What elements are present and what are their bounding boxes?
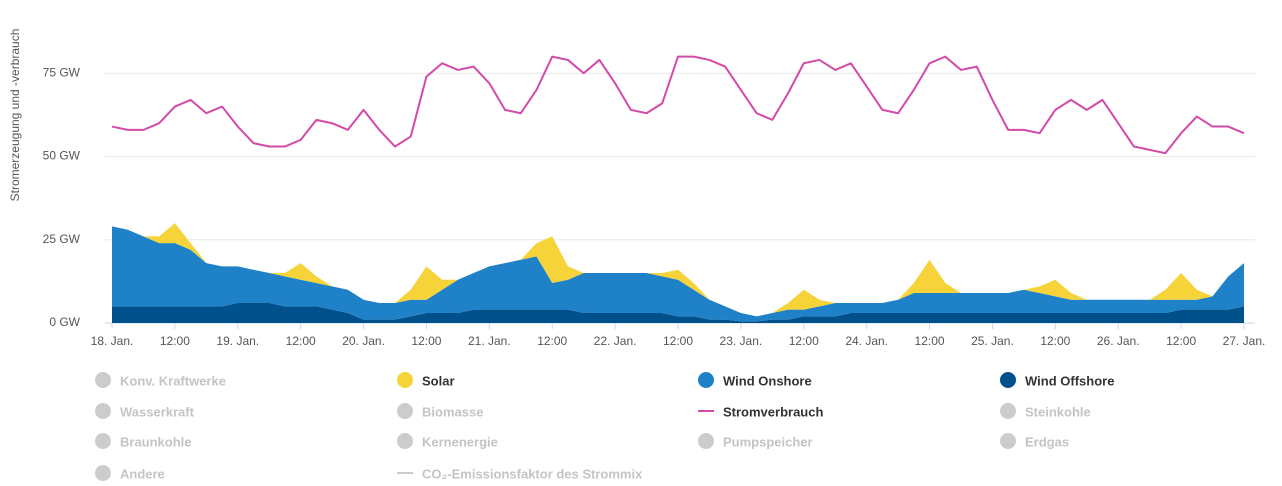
legend-label: Steinkohle — [1025, 404, 1091, 419]
area — [112, 303, 1244, 323]
y-tick-label: 25 GW — [43, 232, 81, 246]
x-tick-label: 12:00 — [915, 334, 945, 348]
line — [111, 55, 1245, 155]
legend-label: Solar — [422, 373, 455, 388]
y-tick-label: 0 GW — [49, 315, 80, 329]
legend-label: Wind Offshore — [1025, 373, 1114, 388]
x-tick-label: 27. Jan. — [1223, 334, 1266, 348]
legend-symbol — [397, 403, 413, 419]
legend-label: Braunkohle — [120, 434, 192, 449]
legend-symbol — [698, 372, 714, 388]
x-tick-label: 21. Jan. — [468, 334, 511, 348]
area — [112, 226, 1244, 322]
x-tick-label: 12:00 — [1040, 334, 1070, 348]
x-tick-label: 22. Jan. — [594, 334, 637, 348]
legend-label: Biomasse — [422, 404, 483, 419]
x-tick-label: 12:00 — [1166, 334, 1196, 348]
legend-label: Wasserkraft — [120, 404, 195, 419]
legend-symbol — [1000, 403, 1016, 419]
x-tick-label: 20. Jan. — [342, 334, 385, 348]
x-tick-label: 18. Jan. — [91, 334, 134, 348]
legend-label: Stromverbrauch — [723, 404, 823, 419]
legend-label: Kernenergie — [422, 434, 498, 449]
legend-label: Pumpspeicher — [723, 434, 813, 449]
legend-symbol — [397, 372, 413, 388]
legend-symbol — [95, 465, 111, 481]
legend-symbol — [95, 372, 111, 388]
x-tick-label: 12:00 — [160, 334, 190, 348]
legend-symbol — [1000, 372, 1016, 388]
legend-label: Andere — [120, 466, 165, 481]
legend-label: Konv. Kraftwerke — [120, 373, 226, 388]
x-tick-label: 12:00 — [537, 334, 567, 348]
x-tick-label: 25. Jan. — [971, 334, 1014, 348]
legend-symbol — [1000, 433, 1016, 449]
legend-label: CO₂-Emissionsfaktor des Strommix — [422, 466, 643, 481]
legend-symbol — [698, 433, 714, 449]
y-tick-label: 75 GW — [43, 65, 81, 79]
x-tick-label: 12:00 — [663, 334, 693, 348]
x-tick-label: 19. Jan. — [216, 334, 259, 348]
x-tick-label: 26. Jan. — [1097, 334, 1140, 348]
legend-symbol — [95, 433, 111, 449]
y-axis-label: Stromerzeugung und -verbrauch — [8, 29, 22, 202]
legend-symbol — [95, 403, 111, 419]
x-tick-label: 12:00 — [286, 334, 316, 348]
area — [112, 223, 1244, 317]
x-tick-label: 12:00 — [789, 334, 819, 348]
x-tick-label: 23. Jan. — [720, 334, 763, 348]
legend-label: Wind Onshore — [723, 373, 812, 388]
x-tick-label: 12:00 — [411, 334, 441, 348]
legend-label: Erdgas — [1025, 434, 1069, 449]
legend-symbol — [397, 433, 413, 449]
x-tick-label: 24. Jan. — [845, 334, 888, 348]
y-tick-label: 50 GW — [43, 149, 81, 163]
